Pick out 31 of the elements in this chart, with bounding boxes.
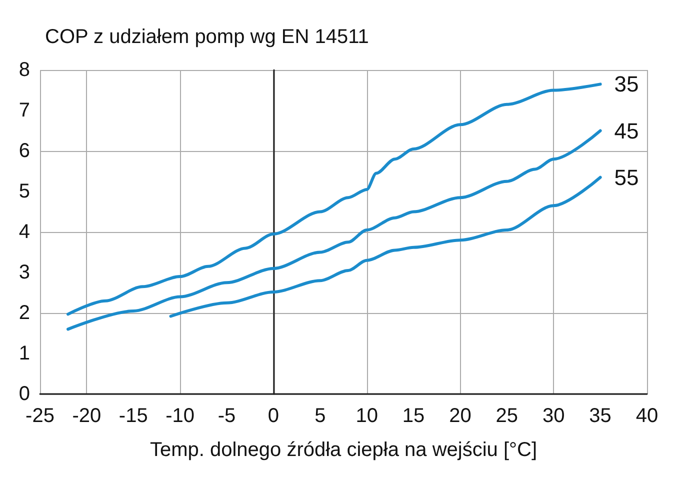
y-tick-label: 7 — [18, 100, 30, 122]
x-tick-label: 15 — [402, 405, 425, 427]
x-tick-label: 0 — [268, 405, 280, 427]
y-tick-label: 1 — [18, 342, 30, 364]
y-tick-label: 6 — [18, 140, 30, 162]
x-tick-label: -10 — [166, 405, 195, 427]
x-tick-label: -15 — [118, 405, 148, 427]
y-tick-label: 8 — [18, 59, 30, 81]
line-series — [66, 82, 602, 316]
series-label: 35 — [614, 72, 639, 97]
line-series — [66, 129, 602, 331]
x-tick-label: -25 — [26, 405, 54, 427]
y-tick-label: 3 — [18, 262, 30, 284]
x-tick-label: 40 — [636, 405, 658, 427]
x-axis-title: Temp. dolnego źródła ciepła na wejściu [°C] — [150, 439, 538, 461]
x-tick-label: 35 — [589, 405, 612, 427]
series-label: 45 — [614, 118, 639, 144]
y-tick-label: 4 — [18, 221, 30, 243]
x-tick-label: 20 — [449, 405, 472, 427]
y-tick-label: 2 — [18, 302, 30, 324]
x-tick-label: 30 — [542, 405, 565, 427]
x-tick-label: 25 — [496, 405, 518, 427]
x-tick-label: 10 — [356, 405, 378, 427]
chart-title: COP z udziałem pomp wg EN 14511 — [45, 26, 369, 48]
x-tick-label: -5 — [218, 405, 236, 427]
y-tick-label: 0 — [18, 383, 30, 405]
x-tick-label: 5 — [314, 405, 326, 427]
x-tick-label: -20 — [72, 405, 102, 427]
series-label: 55 — [614, 164, 639, 190]
y-tick-label: 5 — [18, 180, 30, 202]
line-series — [169, 176, 602, 318]
